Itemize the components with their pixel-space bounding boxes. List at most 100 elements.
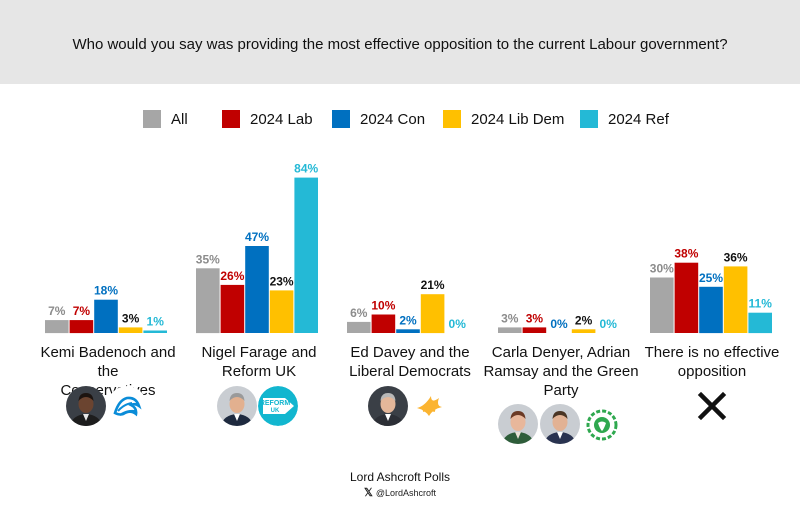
- data-label: 6%: [350, 306, 368, 320]
- legend-label: 2024 Lib Dem: [471, 110, 565, 128]
- data-label: 1%: [147, 315, 165, 329]
- bar: [723, 266, 748, 333]
- category-label: Kemi Badenoch and the Conservatives: [28, 343, 188, 400]
- bar: [571, 329, 596, 333]
- data-label: 84%: [294, 162, 318, 176]
- legend-swatch: [443, 110, 461, 128]
- category-label-line: There is no effective: [644, 344, 780, 361]
- bar: [45, 320, 69, 334]
- bar-group: 6%10% 2% 21% 0%: [347, 278, 467, 334]
- legend-swatch: [143, 110, 161, 128]
- data-label: 0%: [550, 317, 568, 331]
- legend-swatch: [332, 110, 350, 128]
- category-label-line: Kemi Badenoch and the: [40, 344, 176, 380]
- legend-item-2024-lab: 2024 Lab: [222, 108, 313, 130]
- data-label: 0%: [600, 317, 618, 331]
- lib-dem-bird-logo-icon: [409, 386, 449, 426]
- bar: [220, 284, 245, 333]
- green-party-logo-icon: [582, 404, 622, 444]
- bar: [522, 327, 547, 333]
- survey-question: Who would you say was providing the most…: [72, 36, 728, 53]
- adrian-ramsay-photo-icon: [540, 404, 580, 444]
- data-label: 0%: [449, 317, 467, 331]
- category-label-line: Party: [543, 382, 579, 399]
- bar: [396, 329, 420, 333]
- data-label: 26%: [220, 269, 244, 283]
- data-label: 7%: [48, 304, 66, 318]
- data-label: 3%: [526, 311, 544, 325]
- category-label-line: Ed Davey and the: [350, 344, 470, 361]
- data-label: 3%: [122, 311, 140, 325]
- data-label: 2%: [575, 313, 593, 327]
- bar: [674, 262, 699, 333]
- category-label: Carla Denyer, Adrian Ramsay and the Green…: [481, 343, 641, 400]
- bar: [118, 327, 143, 333]
- category-label-line: Nigel Farage and: [201, 344, 317, 361]
- cross-icon: [692, 386, 732, 426]
- carla-denyer-photo-icon: [498, 404, 538, 444]
- bar: [699, 286, 723, 334]
- category-label-line: Carla Denyer, Adrian: [491, 344, 631, 361]
- data-label: 35%: [196, 252, 220, 266]
- footer-source: Lord Ashcroft Polls: [349, 470, 451, 484]
- ed-davey-photo-icon: [368, 386, 408, 426]
- legend-label: 2024 Ref: [608, 110, 669, 128]
- kemi-badenoch-photo-icon: [66, 386, 106, 426]
- category-label-line: Ramsay and the Green: [483, 363, 639, 380]
- x-logo-icon: 𝕏: [363, 487, 373, 499]
- reform-logo-text: UK: [271, 408, 280, 414]
- data-label: 7%: [73, 304, 91, 318]
- data-label: 10%: [371, 299, 395, 313]
- bar: [420, 294, 445, 334]
- legend-label: 2024 Lab: [250, 110, 313, 128]
- bar: [347, 321, 371, 333]
- legend-swatch: [222, 110, 240, 128]
- data-label: 2%: [399, 313, 417, 327]
- header-bar: Who would you say was providing the most…: [0, 0, 800, 84]
- bar: [498, 327, 522, 333]
- category-label-line: opposition: [677, 363, 747, 380]
- category-label: There is no effective opposition: [632, 343, 792, 381]
- category-label: Nigel Farage and Reform UK: [179, 343, 339, 381]
- bar: [143, 330, 167, 333]
- data-label: 3%: [501, 311, 519, 325]
- conservative-tree-logo-icon: [107, 386, 147, 426]
- data-label: 21%: [421, 278, 445, 292]
- bar: [650, 277, 674, 333]
- data-label: 47%: [245, 230, 269, 244]
- bar: [245, 246, 269, 333]
- data-label: 38%: [674, 247, 698, 261]
- footer-handle: 𝕏 @LordAshcroft: [0, 486, 800, 499]
- reform-uk-logo-icon: REFORM UK: [258, 386, 298, 426]
- bar: [748, 312, 772, 334]
- bar: [196, 268, 220, 334]
- bar: [69, 320, 94, 334]
- nigel-farage-photo-icon: [217, 386, 257, 426]
- bar: [371, 314, 396, 333]
- legend-item-2024-ref: 2024 Ref: [580, 108, 669, 130]
- legend-item-all: All: [143, 108, 188, 130]
- category-label-line: Liberal Democrats: [349, 363, 471, 380]
- reform-logo-text: REFORM: [260, 400, 291, 407]
- bar-group: 3% 3% 0% 2% 0%: [498, 311, 617, 333]
- bar: [94, 299, 118, 333]
- bar-chart: 7% 7%18%3% 1%35%26%47%23%84%6%10%2%21%0% 3%…: [45, 162, 773, 334]
- category-label: Ed Davey and the Liberal Democrats: [330, 343, 490, 381]
- footer-handle-text: @LordAshcroft: [375, 488, 437, 498]
- legend-swatch: [580, 110, 598, 128]
- data-label: 30%: [650, 262, 674, 276]
- bar-group: 30%38%25%36% 11%: [650, 247, 773, 334]
- legend-item-2024-lib-dem: 2024 Lib Dem: [443, 108, 564, 130]
- legend-item-2024-con: 2024 Con: [332, 108, 425, 130]
- data-label: 11%: [749, 297, 773, 311]
- legend-label: 2024 Con: [360, 110, 426, 128]
- category-label-line: Reform UK: [221, 363, 297, 380]
- bar-group: 35%26% 47% 23% 84%: [196, 162, 319, 334]
- bar: [294, 177, 318, 333]
- legend: All 2024 Lab 2024 Con 2024 Lib Dem 2024 …: [0, 108, 800, 130]
- data-label: 25%: [699, 271, 723, 285]
- bar-group: 7% 7%18%3% 1%: [45, 284, 167, 334]
- bar: [269, 290, 294, 333]
- data-label: 18%: [94, 284, 118, 298]
- data-label: 23%: [270, 274, 294, 288]
